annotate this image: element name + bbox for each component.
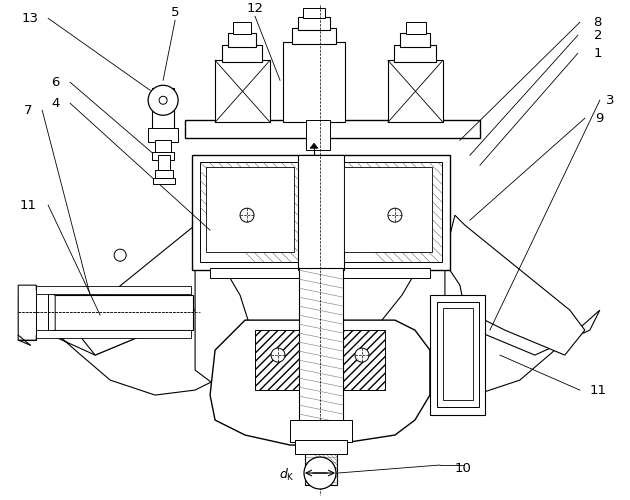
- Text: 13: 13: [21, 12, 38, 25]
- Bar: [255, 330, 315, 390]
- Polygon shape: [210, 320, 430, 445]
- Circle shape: [114, 249, 126, 261]
- Bar: [303, 8, 325, 18]
- Bar: [206, 167, 294, 252]
- Bar: [153, 178, 175, 184]
- Bar: [406, 22, 426, 34]
- Text: 11: 11: [20, 198, 37, 211]
- Bar: [430, 295, 485, 415]
- Bar: [388, 60, 443, 122]
- Polygon shape: [195, 270, 248, 390]
- Text: 5: 5: [171, 6, 180, 19]
- Bar: [158, 155, 170, 173]
- Bar: [36, 290, 48, 335]
- Bar: [18, 295, 193, 330]
- Text: 6: 6: [51, 76, 59, 89]
- Bar: [443, 308, 473, 400]
- Polygon shape: [18, 285, 55, 340]
- Bar: [233, 22, 251, 34]
- Bar: [400, 34, 430, 48]
- Text: 11: 11: [589, 384, 606, 396]
- Text: 4: 4: [51, 97, 59, 110]
- Bar: [298, 18, 330, 30]
- Bar: [292, 28, 336, 44]
- Text: 12: 12: [246, 2, 263, 15]
- Text: $d_{\rm K}$: $d_{\rm K}$: [279, 467, 295, 483]
- Text: 10: 10: [454, 462, 471, 474]
- Polygon shape: [382, 270, 445, 390]
- Bar: [210, 268, 430, 278]
- Bar: [344, 167, 432, 252]
- Bar: [152, 88, 174, 130]
- Text: 7: 7: [24, 104, 33, 117]
- Bar: [36, 286, 191, 294]
- Circle shape: [159, 96, 167, 104]
- Bar: [215, 60, 270, 122]
- Bar: [155, 170, 173, 180]
- Circle shape: [271, 348, 285, 362]
- Bar: [394, 46, 436, 62]
- Bar: [299, 268, 343, 445]
- Bar: [185, 120, 480, 138]
- Bar: [200, 162, 308, 262]
- Circle shape: [355, 348, 369, 362]
- Bar: [222, 46, 262, 62]
- Bar: [306, 120, 330, 150]
- Polygon shape: [450, 215, 585, 355]
- Text: 9: 9: [595, 112, 604, 125]
- Bar: [290, 420, 352, 442]
- Circle shape: [148, 86, 178, 116]
- Bar: [192, 155, 450, 270]
- Bar: [148, 128, 178, 142]
- Circle shape: [388, 208, 402, 222]
- Bar: [36, 330, 191, 338]
- Bar: [437, 302, 479, 407]
- Bar: [298, 155, 344, 270]
- Text: 1: 1: [593, 47, 602, 60]
- Circle shape: [304, 457, 336, 489]
- Bar: [18, 285, 36, 340]
- Bar: [325, 330, 385, 390]
- Bar: [228, 34, 256, 48]
- Polygon shape: [75, 215, 210, 355]
- Bar: [330, 162, 442, 262]
- Text: 2: 2: [593, 29, 602, 42]
- Polygon shape: [390, 295, 600, 395]
- Bar: [305, 445, 337, 485]
- Bar: [152, 152, 174, 160]
- Text: 8: 8: [593, 16, 602, 29]
- Polygon shape: [310, 143, 318, 148]
- Polygon shape: [30, 295, 240, 395]
- Text: 3: 3: [605, 94, 614, 107]
- Circle shape: [240, 208, 254, 222]
- Bar: [283, 42, 345, 122]
- Bar: [295, 440, 347, 454]
- Bar: [155, 140, 171, 154]
